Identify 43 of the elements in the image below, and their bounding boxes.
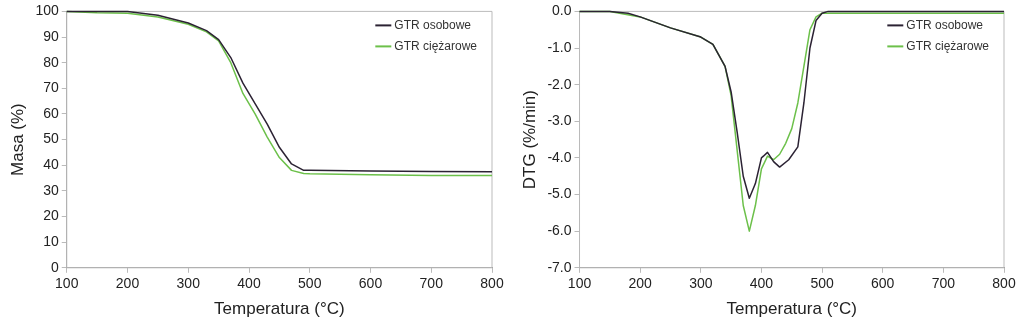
x-tick-label: 100 [55, 275, 79, 292]
y-tick-label: -2.0 [547, 75, 572, 92]
x-tick-label: 400 [749, 275, 774, 292]
y-tick-label: -1.0 [547, 38, 572, 55]
x-tick-label: 600 [871, 275, 895, 292]
y-tick-label: 0.0 [552, 2, 572, 19]
y-tick-label: -5.0 [547, 185, 572, 202]
y-tick-label: 20 [43, 207, 59, 224]
y-tick-label: 0 [50, 258, 59, 275]
x-tick-label: 800 [480, 275, 504, 292]
x-tick-label: 300 [689, 275, 713, 292]
x-axis-title: Temperatura (°C) [726, 299, 858, 319]
x-tick-label: 100 [567, 275, 592, 292]
y-tick-label: 30 [43, 181, 59, 198]
x-tick-label: 700 [931, 275, 956, 292]
x-tick-label: 800 [992, 275, 1016, 292]
x-tick-label: 200 [628, 275, 653, 292]
legend-label: GTR osobowe [906, 17, 984, 32]
x-axis-title: Temperatura (°C) [214, 299, 345, 319]
y-tick-label: 80 [43, 53, 59, 70]
y-tick-label: 70 [43, 79, 59, 96]
legend-label: GTR ciężarowe [394, 38, 478, 53]
y-tick-label: 100 [35, 2, 59, 19]
y-tick-label: 10 [43, 233, 59, 250]
y-tick-label: -6.0 [547, 222, 572, 239]
y-axis-title: DTG (%/min) [519, 90, 539, 190]
y-tick-label: 50 [43, 130, 59, 147]
x-tick-label: 600 [358, 275, 383, 292]
x-tick-label: 500 [810, 275, 834, 292]
y-tick-label: 40 [43, 156, 59, 173]
x-tick-label: 200 [115, 275, 140, 292]
legend-label: GTR osobowe [394, 17, 472, 32]
y-tick-label: -3.0 [547, 112, 572, 129]
y-tick-label: 60 [43, 104, 59, 121]
y-axis-title: Masa (%) [7, 103, 27, 176]
y-tick-label: -4.0 [547, 148, 572, 165]
x-tick-label: 700 [419, 275, 444, 292]
x-tick-label: 300 [176, 275, 201, 292]
x-tick-label: 500 [298, 275, 322, 292]
x-tick-label: 400 [237, 275, 261, 292]
y-tick-label: 90 [43, 27, 59, 44]
y-tick-label: -7.0 [547, 258, 572, 275]
legend-label: GTR ciężarowe [906, 38, 990, 53]
